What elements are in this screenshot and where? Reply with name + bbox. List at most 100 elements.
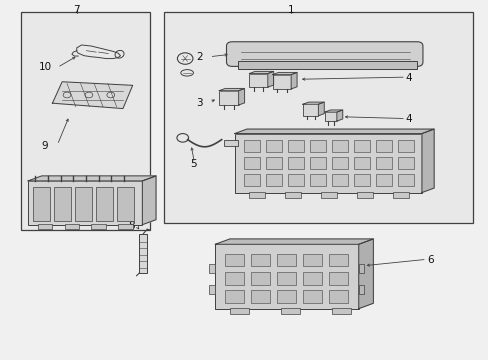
Bar [309, 174, 325, 186]
Bar [234, 134, 421, 193]
Bar [397, 140, 413, 152]
Bar [331, 308, 351, 314]
Polygon shape [302, 102, 324, 104]
Bar [243, 157, 260, 169]
Bar [285, 192, 300, 198]
Bar [303, 272, 322, 285]
Bar [96, 187, 113, 221]
Bar [357, 192, 372, 198]
Polygon shape [52, 82, 132, 109]
Bar [219, 91, 238, 105]
Bar [224, 291, 244, 303]
Text: 4: 4 [404, 73, 411, 83]
Polygon shape [142, 176, 156, 225]
Bar [375, 157, 391, 169]
Bar [33, 187, 50, 221]
Bar [397, 174, 413, 186]
Bar [215, 244, 358, 309]
Bar [287, 140, 304, 152]
Bar [329, 254, 347, 266]
Polygon shape [318, 102, 324, 116]
Text: 7: 7 [73, 5, 80, 15]
Bar [224, 272, 244, 285]
Text: 3: 3 [196, 98, 203, 108]
Polygon shape [358, 239, 372, 309]
Bar [164, 12, 472, 223]
Bar [91, 224, 106, 229]
FancyBboxPatch shape [226, 42, 422, 66]
Bar [116, 187, 133, 221]
Bar [353, 174, 369, 186]
Polygon shape [267, 71, 273, 87]
Bar [251, 291, 269, 303]
Bar [209, 264, 215, 273]
Text: 6: 6 [426, 255, 432, 265]
Polygon shape [249, 71, 273, 73]
Bar [251, 272, 269, 285]
Bar [303, 254, 322, 266]
Bar [277, 272, 295, 285]
Polygon shape [272, 72, 296, 75]
Bar [375, 140, 391, 152]
Bar [302, 104, 318, 116]
Bar [272, 75, 290, 89]
Bar [331, 157, 347, 169]
Bar [64, 224, 79, 229]
Bar [287, 157, 304, 169]
Bar [265, 140, 282, 152]
Polygon shape [234, 129, 433, 134]
Bar [321, 192, 336, 198]
Text: 10: 10 [39, 63, 52, 72]
Text: 2: 2 [196, 52, 203, 62]
Bar [309, 157, 325, 169]
Bar [75, 187, 92, 221]
Bar [249, 73, 267, 87]
Bar [392, 192, 408, 198]
Bar [324, 112, 336, 121]
Bar [243, 140, 260, 152]
Bar [249, 192, 264, 198]
Bar [118, 224, 132, 229]
Polygon shape [324, 110, 342, 112]
Text: 5: 5 [190, 159, 196, 169]
Polygon shape [215, 239, 372, 244]
Bar [209, 285, 215, 294]
Bar [277, 254, 295, 266]
Bar [265, 157, 282, 169]
Polygon shape [336, 110, 342, 121]
Bar [139, 234, 147, 273]
Bar [353, 157, 369, 169]
Polygon shape [421, 129, 433, 193]
Text: 8: 8 [128, 221, 135, 231]
Bar [238, 62, 416, 68]
Bar [28, 181, 142, 225]
Polygon shape [290, 72, 296, 89]
Bar [229, 308, 249, 314]
Polygon shape [238, 89, 244, 105]
Bar [277, 291, 295, 303]
Bar [265, 174, 282, 186]
Bar [38, 224, 52, 229]
Bar [397, 157, 413, 169]
Bar [309, 140, 325, 152]
Bar [54, 187, 71, 221]
Text: 4: 4 [404, 114, 411, 124]
Bar [331, 174, 347, 186]
Bar [224, 140, 237, 146]
Bar [358, 264, 363, 273]
Bar [329, 272, 347, 285]
Bar [353, 140, 369, 152]
Bar [303, 291, 322, 303]
Bar [243, 174, 260, 186]
Bar [21, 12, 149, 230]
Text: 1: 1 [287, 5, 293, 15]
Bar [281, 308, 300, 314]
Polygon shape [219, 89, 244, 91]
Bar [329, 291, 347, 303]
Bar [358, 285, 363, 294]
Bar [287, 174, 304, 186]
Polygon shape [28, 176, 156, 181]
Text: 9: 9 [42, 141, 48, 151]
Bar [224, 254, 244, 266]
Bar [251, 254, 269, 266]
